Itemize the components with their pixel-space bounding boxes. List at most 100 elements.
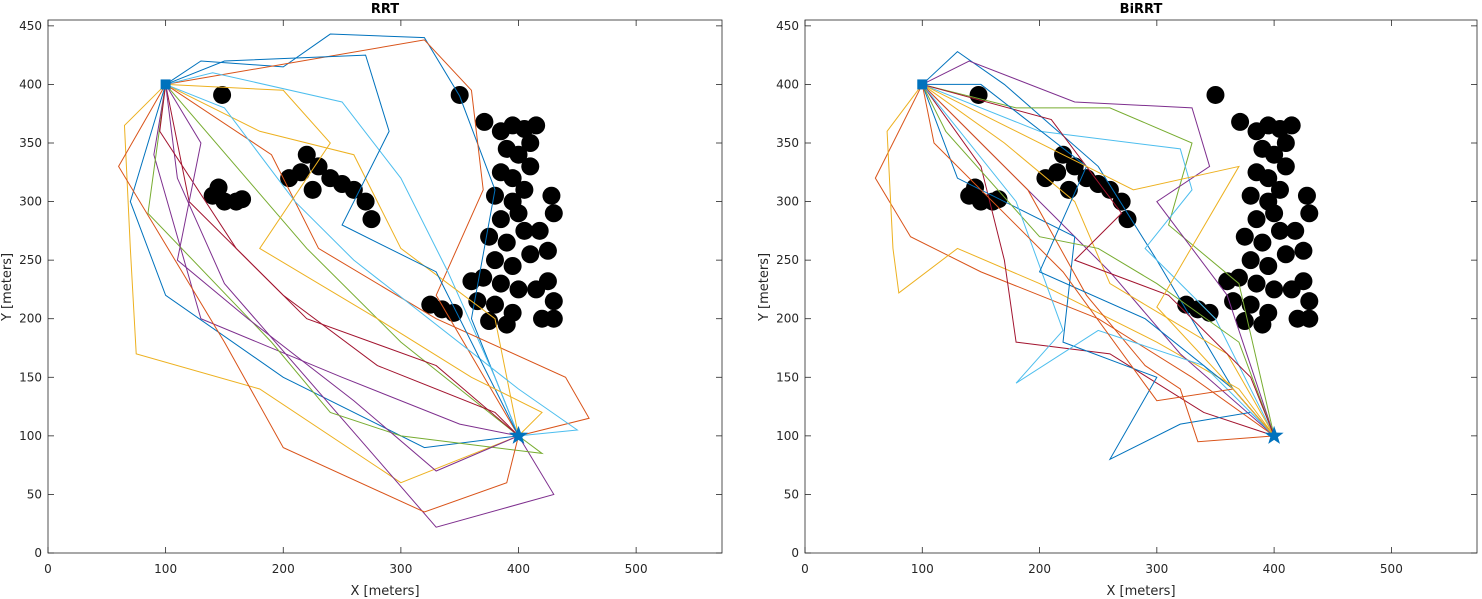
rrt-obstacle — [213, 85, 232, 104]
birrt-obstacle — [1276, 245, 1295, 264]
birrt-obstacle — [1253, 315, 1272, 334]
rrt-obstacle — [538, 241, 557, 260]
birrt-obstacle — [1100, 180, 1119, 199]
rrt-path-4 — [153, 84, 519, 437]
birrt-obstacle — [1259, 257, 1278, 275]
birrt-obstacle — [1218, 272, 1237, 291]
birrt-obstacle — [1300, 309, 1319, 328]
rrt-obstacle — [344, 180, 363, 199]
birrt-x-axis-label: X [meters] — [1106, 584, 1175, 599]
birrt-path-1 — [921, 50, 1275, 437]
birrt-path-2 — [874, 84, 1275, 437]
birrt-obstacle — [1247, 210, 1266, 229]
birrt-obstacle — [1048, 163, 1067, 182]
birrt-obstacle — [1235, 312, 1254, 331]
birrt-obstacle — [1118, 210, 1137, 229]
birrt-x-tick-label: 500 — [1380, 562, 1403, 576]
birrt-obstacle — [1253, 233, 1272, 252]
rrt-y-axis-label: Y [meters] — [0, 253, 15, 322]
birrt-obstacle — [1286, 221, 1305, 240]
rrt-obstacle — [527, 280, 546, 299]
rrt-obstacle — [491, 210, 510, 229]
rrt-obstacle — [530, 221, 549, 240]
birrt-obstacle — [1247, 274, 1266, 293]
birrt-obstacle — [1206, 85, 1225, 104]
rrt-obstacle — [362, 210, 381, 229]
birrt-obstacle — [1241, 186, 1260, 205]
rrt-obstacle — [233, 190, 252, 209]
rrt-obstacle — [521, 245, 540, 264]
rrt-subplot: RRT X [meters] Y [meters] 0 100 200 300 400 5… — [0, 2, 723, 599]
rrt-obstacle — [480, 227, 499, 246]
birrt-y-tick-label: 400 — [776, 77, 799, 91]
rrt-obstacle — [527, 116, 546, 135]
rrt-obstacle — [485, 186, 504, 205]
rrt-path-5 — [165, 84, 519, 437]
rrt-obstacle — [485, 295, 504, 314]
rrt-obstacle — [544, 309, 563, 328]
birrt-obstacle — [1282, 116, 1301, 135]
rrt-path-12 — [147, 84, 544, 455]
birrt-obstacle — [1235, 227, 1254, 246]
birrt-x-tick-label: 0 — [801, 562, 809, 576]
birrt-x-tick-label: 400 — [1263, 562, 1286, 576]
birrt-obstacle — [1059, 180, 1078, 199]
birrt-x-tick-label: 100 — [911, 562, 934, 576]
birrt-path-6 — [922, 83, 1275, 437]
birrt-obstacle — [1259, 169, 1278, 188]
rrt-path-2 — [165, 39, 519, 437]
birrt-goal-marker — [1264, 425, 1284, 444]
birrt-obstacle — [1265, 280, 1284, 299]
rrt-x-tick-label: 300 — [389, 562, 412, 576]
rrt-y-tick-label: 250 — [19, 253, 42, 267]
rrt-obstacle — [509, 280, 528, 299]
birrt-path-17 — [922, 83, 1275, 437]
birrt-obstacle — [1297, 186, 1316, 205]
birrt-plot-area — [874, 50, 1319, 461]
rrt-obstacle — [509, 145, 528, 164]
birrt-y-tick-label: 250 — [776, 253, 799, 267]
rrt-x-tick-label: 400 — [507, 562, 530, 576]
rrt-obstacle — [468, 292, 487, 311]
birrt-subplot: BiRRT X [meters] Y [meters] 0 100 200 300 40… — [757, 2, 1478, 599]
birrt-y-axis-label: Y [meters] — [757, 253, 772, 322]
rrt-obstacle — [485, 251, 504, 270]
birrt-obstacle — [1265, 204, 1284, 223]
birrt-y-tick-label: 350 — [776, 136, 799, 150]
birrt-obstacle — [1224, 292, 1243, 311]
rrt-path-15 — [165, 54, 519, 437]
birrt-y-tick-label: 50 — [784, 487, 799, 501]
rrt-path-3 — [123, 84, 519, 484]
rrt-obstacle — [297, 145, 316, 164]
birrt-path-14 — [922, 83, 1275, 437]
birrt-path-9 — [921, 84, 1275, 443]
birrt-obstacle — [1265, 145, 1284, 164]
rrt-obstacle — [515, 221, 534, 240]
rrt-path-7 — [165, 84, 519, 437]
rrt-x-tick-label: 500 — [625, 562, 648, 576]
rrt-obstacle — [503, 169, 522, 188]
birrt-y-tick-label: 0 — [791, 546, 799, 560]
birrt-path-8 — [921, 84, 1275, 461]
rrt-y-tick-label: 100 — [19, 429, 42, 443]
birrt-path-7 — [921, 84, 1275, 437]
birrt-obstacle — [989, 190, 1008, 209]
rrt-obstacle — [480, 312, 499, 331]
rrt-title: RRT — [371, 2, 399, 17]
birrt-obstacle — [1065, 157, 1084, 176]
birrt-obstacle — [1300, 292, 1319, 311]
rrt-y-tick-label: 400 — [19, 77, 42, 91]
rrt-obstacle — [491, 274, 510, 293]
rrt-path-8 — [129, 84, 519, 449]
rrt-obstacle — [544, 292, 563, 311]
birrt-obstacle — [1294, 241, 1313, 260]
birrt-obstacle — [1282, 280, 1301, 299]
rrt-obstacle — [521, 134, 540, 152]
rrt-y-tick-label: 50 — [27, 487, 42, 501]
birrt-x-tick-label: 200 — [1028, 562, 1051, 576]
rrt-path-18 — [165, 84, 519, 472]
birrt-y-tick-label: 100 — [776, 429, 799, 443]
rrt-axes-box — [47, 19, 723, 554]
rrt-plot-area — [117, 33, 590, 528]
rrt-obstacle — [462, 272, 481, 291]
